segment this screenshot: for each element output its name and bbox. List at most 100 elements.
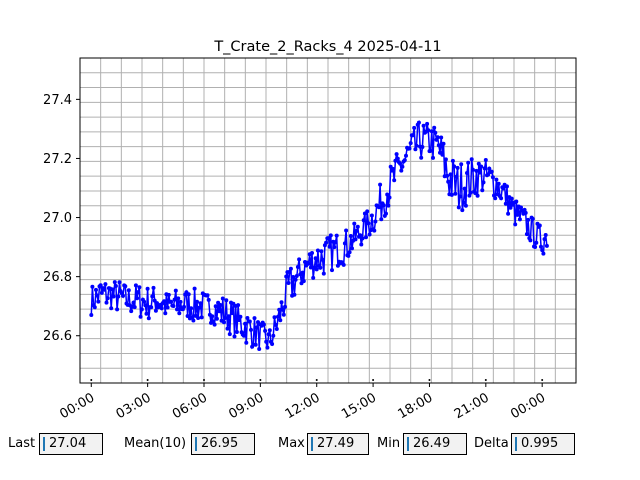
- data-point: [411, 133, 415, 138]
- data-point: [459, 162, 464, 167]
- data-point: [293, 277, 298, 282]
- data-point: [265, 345, 270, 350]
- data-point: [361, 218, 366, 223]
- data-point: [145, 286, 150, 291]
- chart: T_Crate_2_Racks_4 2025-04-11 26.6 26.8 27.…: [43, 39, 577, 422]
- data-point: [295, 265, 300, 269]
- x-tick-label: 06:00: [170, 390, 210, 422]
- data-point: [429, 129, 434, 134]
- data-point: [539, 244, 543, 249]
- data-point: [528, 238, 533, 243]
- stat-delta-field[interactable]: 0.995: [511, 433, 575, 455]
- stats-bar: Last 27.04 Mean(10) 26.95 Max 27.49 Min …: [0, 430, 640, 460]
- data-point: [217, 309, 222, 314]
- data-point: [210, 314, 215, 319]
- stat-mean-field[interactable]: 26.95: [191, 433, 255, 455]
- data-point: [226, 314, 231, 319]
- data-point: [291, 275, 296, 279]
- data-point: [213, 304, 218, 309]
- data-point: [223, 316, 228, 320]
- data-point: [458, 194, 462, 199]
- data-point: [453, 191, 458, 196]
- data-point: [227, 332, 232, 337]
- data-point: [195, 299, 199, 304]
- data-point: [123, 284, 128, 289]
- data-point: [197, 305, 202, 310]
- data-point: [104, 300, 109, 305]
- data-point: [494, 177, 499, 182]
- data-point: [288, 266, 293, 271]
- data-point: [386, 203, 391, 208]
- data-point: [473, 191, 478, 196]
- data-point: [462, 186, 467, 191]
- data-point: [399, 168, 404, 173]
- data-point: [533, 245, 538, 249]
- data-point: [95, 293, 100, 298]
- data-point: [482, 166, 487, 171]
- data-point: [474, 168, 479, 173]
- stat-last-label: Last: [8, 436, 36, 451]
- data-point: [292, 292, 297, 297]
- data-point: [166, 292, 171, 297]
- stat-delta-label: Delta: [474, 436, 509, 451]
- stat-min-field[interactable]: 26.49: [403, 433, 467, 455]
- stat-max-value: 27.49: [317, 436, 355, 451]
- data-point: [431, 155, 435, 160]
- data-point: [143, 303, 148, 308]
- data-point: [408, 141, 413, 146]
- data-point: [443, 157, 448, 162]
- data-point: [530, 216, 535, 221]
- data-point: [271, 333, 276, 338]
- stat-max-field[interactable]: 27.49: [307, 433, 369, 455]
- x-minor-tick: [541, 379, 544, 381]
- data-point: [347, 250, 352, 255]
- data-point: [112, 280, 117, 285]
- y-tick-label: 27.2: [43, 152, 72, 167]
- x-minor-tick: [90, 379, 93, 381]
- data-point: [358, 233, 363, 238]
- data-point: [278, 318, 283, 323]
- data-point: [90, 284, 95, 289]
- data-point: [241, 333, 246, 338]
- data-point: [328, 233, 333, 238]
- data-point: [116, 294, 121, 299]
- data-point: [450, 158, 455, 163]
- data-point: [496, 181, 501, 186]
- data-point: [475, 193, 480, 198]
- data-point: [138, 314, 143, 319]
- data-point: [542, 237, 547, 242]
- data-point: [159, 306, 164, 311]
- data-point: [419, 155, 424, 160]
- data-point: [110, 287, 115, 292]
- data-point: [392, 178, 397, 183]
- stat-min-value: 26.49: [413, 436, 451, 451]
- data-point: [139, 307, 144, 312]
- data-point: [377, 205, 381, 210]
- data-point: [480, 188, 485, 193]
- data-point: [310, 251, 314, 255]
- data-point: [177, 311, 182, 316]
- data-point: [468, 190, 473, 195]
- data-point: [519, 205, 523, 210]
- data-point: [440, 152, 445, 157]
- data-point: [263, 328, 268, 333]
- stat-mean-label: Mean(10): [124, 436, 187, 451]
- data-point: [198, 301, 203, 306]
- data-point: [247, 319, 252, 324]
- stat-last-field[interactable]: 27.04: [39, 433, 103, 455]
- data-point: [425, 121, 430, 126]
- data-point: [433, 130, 438, 135]
- data-point: [163, 311, 168, 316]
- data-point: [279, 300, 284, 305]
- data-point: [490, 175, 495, 180]
- data-point: [470, 167, 475, 172]
- data-point: [225, 326, 230, 331]
- data-point: [220, 296, 225, 301]
- stat-mean-value: 26.95: [201, 436, 239, 451]
- text-cursor-icon: [515, 437, 517, 451]
- grid: [80, 58, 576, 383]
- data-point: [111, 294, 116, 299]
- data-point: [169, 299, 174, 304]
- data-point: [456, 205, 461, 210]
- text-cursor-icon: [195, 437, 197, 451]
